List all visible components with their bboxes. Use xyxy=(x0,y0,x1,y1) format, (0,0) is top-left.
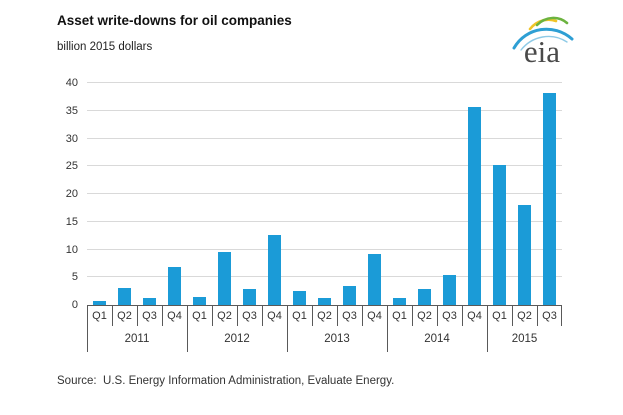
axis-tick xyxy=(387,306,388,352)
axis-tick xyxy=(287,306,288,352)
gridline xyxy=(87,109,562,111)
y-tick-label: 25 xyxy=(65,160,78,173)
y-tick-label: 5 xyxy=(71,271,78,284)
quarter-label: Q2 xyxy=(417,310,432,322)
bar xyxy=(193,297,206,305)
y-tick-label: 10 xyxy=(65,243,78,256)
axis-tick xyxy=(487,306,488,352)
quarter-label: Q2 xyxy=(217,310,232,322)
gridline xyxy=(87,193,562,194)
quarter-label: Q4 xyxy=(367,310,382,322)
quarter-label: Q4 xyxy=(467,310,482,322)
gridline xyxy=(87,137,562,139)
gridline xyxy=(87,165,562,167)
bar xyxy=(468,107,481,305)
y-tick-label: 15 xyxy=(65,215,78,228)
y-tick-label: 20 xyxy=(65,188,78,200)
plot-area xyxy=(87,82,562,306)
year-label: 2012 xyxy=(224,333,250,345)
quarter-label: Q3 xyxy=(142,310,157,322)
y-tick-label: 0 xyxy=(71,299,78,311)
axis-tick xyxy=(162,306,163,326)
quarter-label: Q1 xyxy=(292,310,307,322)
quarter-label: Q1 xyxy=(192,310,207,322)
axis-tick xyxy=(337,306,338,326)
year-label: 2015 xyxy=(511,333,538,345)
bar xyxy=(443,275,456,305)
axis-tick xyxy=(561,306,562,326)
eia-logo-graphic: eia xyxy=(512,16,574,69)
axis-tick xyxy=(237,306,238,326)
quarter-label: Q3 xyxy=(342,310,357,322)
axis-tick xyxy=(187,306,188,352)
bar xyxy=(493,165,506,305)
bar xyxy=(368,254,381,305)
bar xyxy=(543,93,556,305)
bar xyxy=(218,252,231,305)
bar xyxy=(418,289,431,305)
bar xyxy=(343,286,356,305)
quarter-label: Q3 xyxy=(542,310,557,322)
quarter-label: Q1 xyxy=(492,310,507,322)
bar xyxy=(393,298,406,305)
gridline xyxy=(87,276,562,278)
axis-tick xyxy=(512,306,513,326)
y-axis: 0 5 10 15 20 25 30 35 40 xyxy=(36,77,78,311)
quarter-label: Q3 xyxy=(242,310,257,322)
eia-logo-text: eia xyxy=(524,34,560,69)
chart-title: Asset write-downs for oil companies xyxy=(57,13,292,28)
quarter-label: Q4 xyxy=(167,310,182,322)
axis-tick xyxy=(312,306,313,326)
quarter-label: Q3 xyxy=(442,310,457,322)
axis-tick xyxy=(212,306,213,326)
year-label: 2014 xyxy=(424,333,450,345)
axis-tick xyxy=(137,306,138,326)
quarter-label: Q4 xyxy=(267,310,282,322)
bar xyxy=(143,298,156,305)
bar xyxy=(118,288,131,305)
quarter-label: Q1 xyxy=(92,310,107,322)
axis-tick xyxy=(262,306,263,326)
quarter-label: Q1 xyxy=(392,310,407,322)
quarter-label: Q2 xyxy=(517,310,532,322)
bar xyxy=(518,205,531,305)
y-tick-label: 40 xyxy=(65,77,78,89)
axis-tick xyxy=(437,306,438,326)
gridline xyxy=(87,82,562,83)
bar xyxy=(243,289,256,305)
y-tick-label: 35 xyxy=(65,104,78,117)
chart-subtitle: billion 2015 dollars xyxy=(57,41,153,53)
bar xyxy=(293,291,306,305)
gridline xyxy=(87,220,562,222)
bar xyxy=(318,298,331,305)
bar xyxy=(93,301,106,305)
quarter-label: Q2 xyxy=(117,310,132,322)
axis-tick xyxy=(112,306,113,326)
bar xyxy=(168,267,181,305)
gridline xyxy=(87,248,562,250)
axis-tick xyxy=(362,306,363,326)
year-label: 2011 xyxy=(124,333,150,345)
quarter-label: Q2 xyxy=(317,310,332,322)
axis-tick xyxy=(462,306,463,326)
bar xyxy=(268,235,281,305)
y-tick-label: 30 xyxy=(65,132,78,145)
axis-tick xyxy=(87,306,88,352)
axis-tick xyxy=(412,306,413,326)
source-note: Source: U.S. Energy Information Administ… xyxy=(57,375,395,387)
eia-logo: eia xyxy=(506,12,578,70)
year-label: 2013 xyxy=(324,333,350,345)
x-axis: 2011 Q1 Q2 Q3 Q4 2012 Q1 Q2 Q3 Q4 2013 Q1 Q2 Q3 Q4 2014… xyxy=(87,306,562,353)
axis-tick xyxy=(537,306,538,326)
